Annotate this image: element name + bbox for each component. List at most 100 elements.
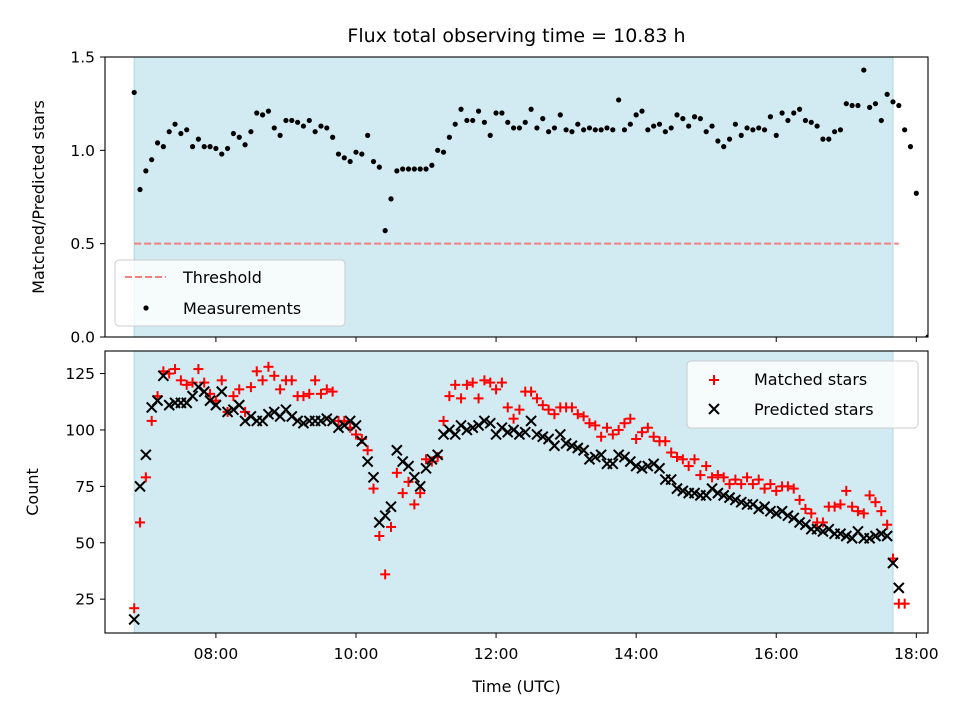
measurement-point [510, 125, 517, 131]
x-stroke-b [630, 460, 642, 472]
matched-star-point [170, 364, 181, 375]
measurement-point [224, 145, 231, 152]
x-stroke-b [706, 482, 718, 495]
measurement-point [137, 186, 143, 193]
measurement-point [907, 144, 914, 150]
x-stroke-b [525, 415, 537, 427]
matched-star-point [444, 391, 455, 402]
matched-star-point [578, 411, 589, 422]
x-stroke-b [513, 428, 526, 441]
matched-star-point [298, 391, 309, 402]
legend-x-b [708, 403, 720, 415]
predicted-star-point [402, 460, 415, 472]
matched-star-point [631, 433, 642, 444]
measurement-point [324, 125, 330, 131]
predicted-star-point [764, 505, 777, 517]
predicted-star-point [461, 424, 473, 436]
measurement-point [890, 99, 896, 105]
matched-star-point [899, 598, 910, 609]
bottom-legend: Matched stars Predicted stars [686, 360, 919, 429]
top-y-axis-label: Matched/Predicted stars [29, 100, 48, 294]
top-panel: 0.0 0.5 1.0 1.5 Flux total observing time =… [29, 25, 929, 347]
measurement-point [534, 125, 540, 131]
measurement-point [435, 147, 441, 153]
x-stroke-b [642, 460, 654, 472]
x-stroke-b [216, 385, 228, 398]
matched-star-point [175, 375, 186, 386]
x-stroke-b [747, 498, 759, 511]
top-axes-frame [104, 56, 929, 338]
matched-star-point [707, 472, 718, 483]
predicted-star-point [151, 394, 164, 407]
x-stroke-b [607, 458, 619, 470]
measurement-point [849, 102, 855, 109]
measurement-point [627, 121, 633, 127]
predicted-star-point [140, 449, 152, 461]
x-stroke-b [391, 444, 403, 456]
matched-star-point [753, 474, 764, 485]
matched-stars-points [129, 361, 910, 614]
measurement-point [213, 145, 219, 152]
matched-star-point [864, 490, 875, 501]
bottom-y-tick-label: 25 [75, 591, 95, 609]
top-y-tick-label: 0.5 [70, 235, 95, 253]
x-stroke-b [245, 410, 257, 423]
matched-star-point [485, 377, 496, 388]
x-stroke-b [758, 500, 771, 513]
matched-star-point [666, 447, 677, 458]
x-stroke-b [467, 421, 479, 434]
x-stroke-b [420, 462, 432, 475]
bottom-y-tick-label: 100 [65, 421, 95, 439]
matched-star-point [245, 382, 256, 393]
x-stroke-b [618, 451, 631, 463]
x-stroke-b [554, 428, 566, 441]
measurement-point [405, 166, 412, 172]
predicted-star-point [554, 428, 566, 441]
x-stroke-b [297, 417, 310, 429]
matched-star-point [636, 427, 647, 438]
measurement-point [656, 121, 663, 127]
predicted-star-point [356, 435, 368, 447]
x-stroke-b [198, 385, 210, 398]
measurement-point [335, 151, 342, 157]
matched-star-point [835, 499, 846, 510]
matched-star-point [362, 445, 373, 456]
predicted-star-point [834, 528, 847, 540]
measurement-point [569, 129, 575, 135]
matched-star-point [240, 406, 251, 417]
x-stroke-b [636, 462, 648, 475]
measurement-point [651, 123, 657, 129]
x-stroke-b [402, 460, 415, 472]
matched-star-point [870, 497, 881, 508]
predicted-star-point [893, 582, 905, 594]
matched-star-point [858, 508, 869, 519]
measurement-point [750, 127, 756, 133]
predicted-star-point [233, 399, 245, 411]
predicted-star-point [321, 412, 333, 425]
matched-star-point [350, 429, 361, 440]
x-stroke-b [572, 442, 584, 454]
measurement-point [376, 164, 382, 170]
predicted-star-point [887, 557, 899, 569]
matched-star-point [403, 476, 414, 487]
top-legend: Threshold Measurements [114, 259, 346, 327]
predicted-star-point [869, 530, 882, 542]
measurement-point [662, 129, 668, 135]
x-tick-label: 12:00 [474, 645, 519, 663]
matched-star-point [619, 418, 630, 429]
matched-star-point [514, 404, 525, 415]
measurement-point [563, 127, 569, 133]
x-stroke-b [788, 512, 800, 524]
matched-star-point [852, 506, 863, 517]
measurement-point [370, 158, 377, 165]
measurement-point [820, 136, 826, 142]
matched-star-point [584, 418, 595, 429]
x-stroke-b [764, 505, 777, 517]
x-stroke-b [455, 419, 467, 432]
x-stroke-b [887, 557, 899, 569]
matched-star-point [747, 479, 758, 490]
measurement-point [201, 144, 207, 150]
measurement-point [522, 119, 528, 125]
x-stroke-b [624, 455, 637, 468]
x-stroke-b [782, 509, 794, 522]
